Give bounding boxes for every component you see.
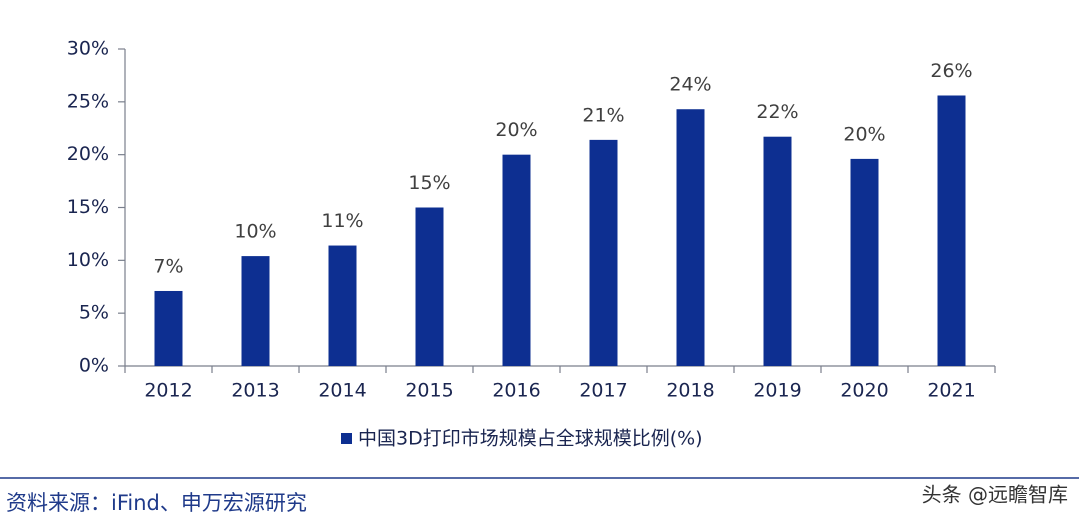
legend-swatch	[341, 433, 352, 444]
value-label: 10%	[234, 221, 276, 243]
y-tick-label: 0%	[79, 355, 109, 377]
x-tick-label: 2013	[231, 380, 279, 402]
x-tick-label: 2014	[318, 380, 366, 402]
x-tick-label: 2021	[927, 380, 975, 402]
y-tick-label: 5%	[79, 302, 109, 324]
bar	[589, 139, 618, 366]
watermark: 头条 @远瞻智库	[922, 483, 1068, 507]
bar	[850, 158, 879, 366]
legend-label: 中国3D打印市场规模占全球规模比例(%)	[358, 428, 703, 450]
x-tick-label: 2017	[579, 380, 627, 402]
value-label: 26%	[930, 60, 972, 82]
source: 资料来源：iFind、申万宏源研究	[6, 491, 307, 515]
x-tick-label: 2020	[840, 380, 888, 402]
y-tick-label: 25%	[67, 90, 109, 112]
bar	[676, 109, 705, 366]
value-label: 20%	[843, 123, 885, 145]
value-label: 15%	[408, 172, 450, 194]
bar	[241, 256, 270, 366]
y-tick-label: 10%	[67, 249, 109, 271]
bar	[415, 207, 444, 366]
value-label: 22%	[756, 101, 798, 123]
value-label: 11%	[321, 210, 363, 232]
x-tick-label: 2015	[405, 380, 453, 402]
x-tick-label: 2019	[753, 380, 801, 402]
bar	[328, 245, 357, 366]
x-tick-label: 2016	[492, 380, 540, 402]
x-tick-label: 2018	[666, 380, 714, 402]
bar	[502, 154, 531, 366]
bar	[154, 290, 183, 366]
value-label: 24%	[669, 74, 711, 96]
bar	[763, 136, 792, 366]
y-tick-label: 20%	[67, 143, 109, 165]
value-label: 21%	[582, 104, 624, 126]
y-tick-label: 15%	[67, 196, 109, 218]
y-tick-label: 30%	[67, 38, 109, 60]
value-label: 7%	[153, 255, 183, 277]
bar	[937, 95, 966, 366]
value-label: 20%	[495, 119, 537, 141]
x-tick-label: 2012	[144, 380, 192, 402]
